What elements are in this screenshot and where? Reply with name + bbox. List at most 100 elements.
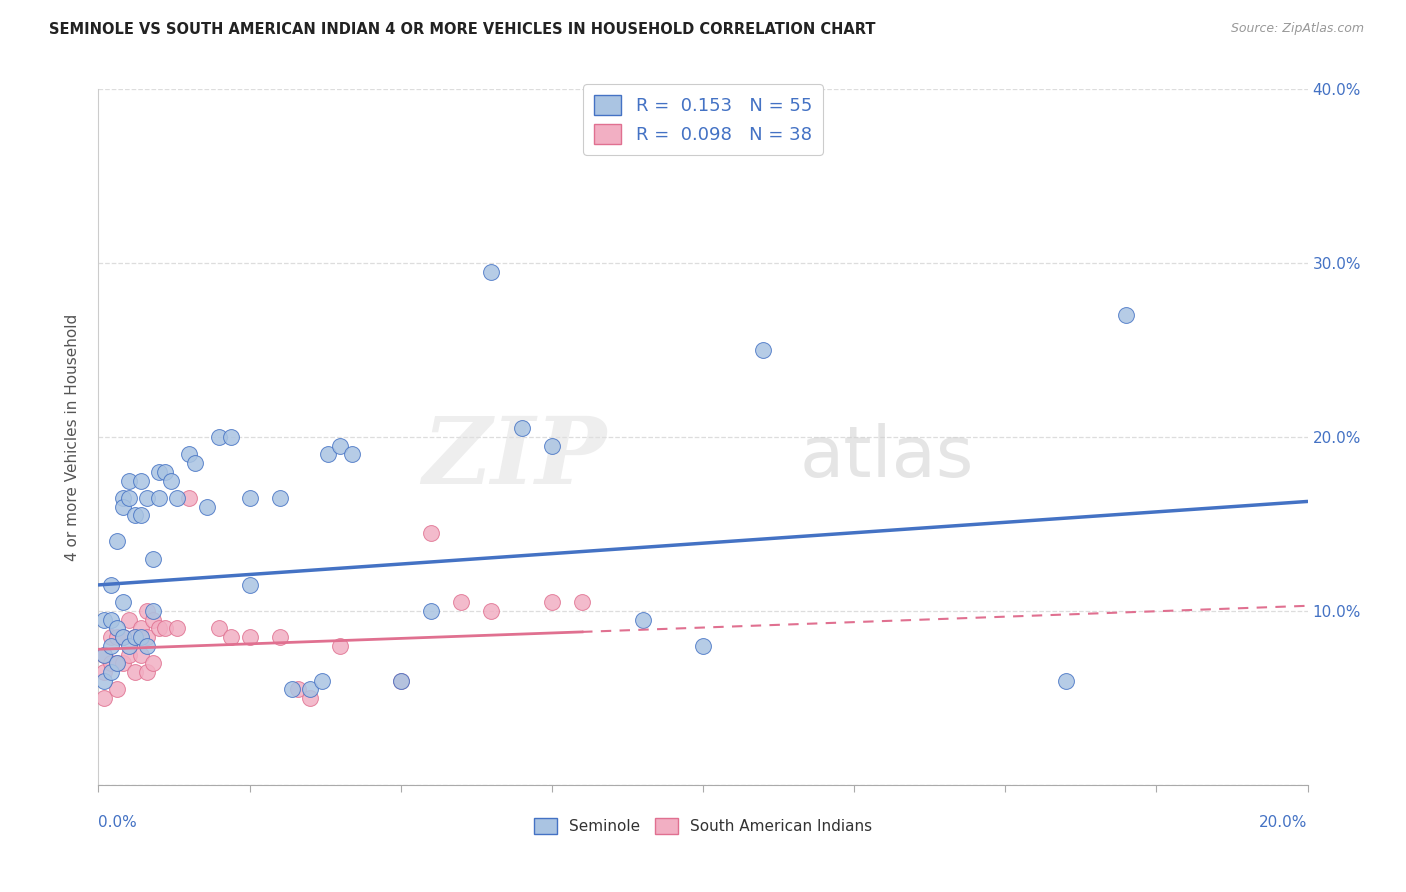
- Point: [93, 648, 115, 662]
- Point: [129, 621, 152, 635]
- Point: [239, 491, 262, 505]
- Point: [481, 265, 503, 279]
- Point: [124, 630, 146, 644]
- Point: [129, 630, 152, 644]
- Point: [692, 639, 714, 653]
- Point: [166, 621, 188, 635]
- Point: [540, 595, 562, 609]
- Point: [195, 500, 218, 514]
- Point: [118, 474, 141, 488]
- Y-axis label: 4 or more Vehicles in Household: 4 or more Vehicles in Household: [65, 313, 80, 561]
- Point: [105, 657, 128, 671]
- Point: [105, 657, 128, 671]
- Point: [118, 491, 141, 505]
- Point: [111, 500, 134, 514]
- Point: [148, 465, 170, 479]
- Point: [93, 665, 115, 679]
- Point: [142, 604, 165, 618]
- Point: [129, 508, 152, 523]
- Point: [510, 421, 533, 435]
- Point: [269, 491, 291, 505]
- Point: [316, 447, 339, 462]
- Point: [221, 430, 243, 444]
- Point: [208, 621, 231, 635]
- Point: [118, 613, 141, 627]
- Point: [287, 682, 309, 697]
- Point: [142, 657, 165, 671]
- Point: [129, 648, 152, 662]
- Point: [342, 447, 364, 462]
- Text: 20.0%: 20.0%: [1260, 814, 1308, 830]
- Point: [135, 491, 157, 505]
- Point: [450, 595, 472, 609]
- Point: [299, 682, 322, 697]
- Point: [124, 665, 146, 679]
- Point: [481, 604, 503, 618]
- Point: [148, 621, 170, 635]
- Point: [311, 673, 333, 688]
- Point: [93, 673, 115, 688]
- Point: [184, 456, 207, 470]
- Point: [129, 474, 152, 488]
- Point: [631, 613, 654, 627]
- Point: [100, 613, 122, 627]
- Point: [135, 665, 157, 679]
- Point: [111, 657, 134, 671]
- Point: [389, 673, 412, 688]
- Point: [752, 343, 775, 357]
- Text: SEMINOLE VS SOUTH AMERICAN INDIAN 4 OR MORE VEHICLES IN HOUSEHOLD CORRELATION CH: SEMINOLE VS SOUTH AMERICAN INDIAN 4 OR M…: [49, 22, 876, 37]
- Text: Source: ZipAtlas.com: Source: ZipAtlas.com: [1230, 22, 1364, 36]
- Point: [153, 465, 176, 479]
- Point: [111, 630, 134, 644]
- Point: [111, 491, 134, 505]
- Point: [118, 648, 141, 662]
- Point: [420, 525, 443, 540]
- Point: [221, 630, 243, 644]
- Point: [1054, 673, 1077, 688]
- Point: [208, 430, 231, 444]
- Point: [105, 621, 128, 635]
- Point: [111, 630, 134, 644]
- Point: [269, 630, 291, 644]
- Point: [105, 534, 128, 549]
- Point: [93, 613, 115, 627]
- Point: [299, 690, 322, 705]
- Point: [111, 595, 134, 609]
- Point: [124, 508, 146, 523]
- Point: [329, 439, 352, 453]
- Point: [100, 657, 122, 671]
- Point: [135, 630, 157, 644]
- Point: [93, 690, 115, 705]
- Point: [179, 491, 201, 505]
- Point: [179, 447, 201, 462]
- Point: [100, 630, 122, 644]
- Point: [153, 621, 176, 635]
- Point: [142, 551, 165, 566]
- Point: [100, 578, 122, 592]
- Point: [135, 639, 157, 653]
- Point: [281, 682, 304, 697]
- Point: [239, 630, 262, 644]
- Point: [105, 682, 128, 697]
- Point: [1115, 308, 1137, 322]
- Point: [571, 595, 593, 609]
- Point: [100, 639, 122, 653]
- Point: [100, 665, 122, 679]
- Point: [142, 613, 165, 627]
- Point: [135, 604, 157, 618]
- Point: [329, 639, 352, 653]
- Text: atlas: atlas: [800, 424, 974, 492]
- Point: [105, 630, 128, 644]
- Point: [118, 639, 141, 653]
- Point: [239, 578, 262, 592]
- Point: [93, 648, 115, 662]
- Legend: Seminole, South American Indians: Seminole, South American Indians: [527, 812, 879, 840]
- Point: [148, 491, 170, 505]
- Point: [540, 439, 562, 453]
- Point: [124, 630, 146, 644]
- Point: [160, 474, 183, 488]
- Text: ZIP: ZIP: [422, 413, 606, 503]
- Point: [389, 673, 412, 688]
- Point: [420, 604, 443, 618]
- Text: 0.0%: 0.0%: [98, 814, 138, 830]
